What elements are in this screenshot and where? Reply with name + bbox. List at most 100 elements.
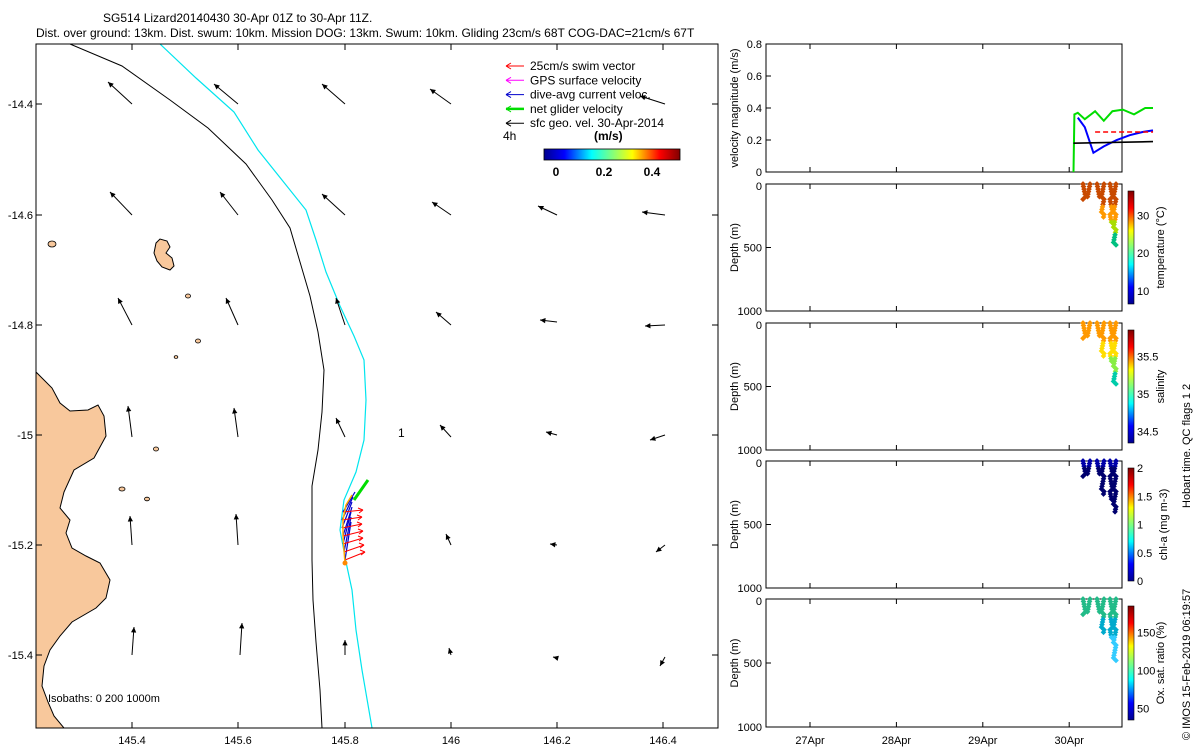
profile-point: [1084, 332, 1091, 339]
geo-arrowhead: [127, 516, 133, 522]
depth-y-tick-label: 1000: [738, 445, 762, 457]
profile-point: [1113, 657, 1119, 664]
colorbar-label: temperature (°C): [1155, 206, 1167, 288]
legend-arrowhead: [505, 91, 512, 99]
geo-arrowhead: [335, 298, 341, 304]
swim-arrowhead: [357, 535, 364, 542]
geo-arrowhead: [126, 406, 132, 412]
velocity-ylabel: velocity magnitude (m/s): [729, 48, 741, 167]
geo-arrowhead: [656, 546, 662, 552]
swim-arrowhead: [356, 521, 363, 528]
colorbar: [1127, 605, 1135, 721]
isobaths-label: Isobaths: 0 200 1000m: [48, 693, 160, 705]
velocity-y-tick-label: 0.6: [747, 71, 762, 83]
map-axis-ticks: 145.4 145.6 145.8 146 146.2 146.4 -14.4 -14.6 -1…: [8, 44, 718, 747]
profile-point: [1080, 611, 1086, 618]
swim-arrowhead: [357, 528, 364, 535]
map-x-tick-label: 146.2: [543, 735, 571, 747]
colorbar-tick-label: 20: [1137, 248, 1149, 260]
map-y-tick-label: -14.4: [8, 99, 33, 111]
panel-frame: [765, 183, 1123, 312]
velocity-series-3: [1073, 140, 1154, 144]
depth-y-tick-label: 500: [744, 382, 762, 394]
current-vector: [342, 506, 353, 537]
depth-y-tick-label: 0: [756, 596, 762, 608]
geo-arrowhead: [335, 418, 341, 424]
colorbar-unit: (m/s): [594, 129, 623, 143]
glider-track: [341, 479, 370, 566]
colorbar-tick-label: 50: [1137, 704, 1149, 716]
geo-arrowhead: [110, 192, 116, 198]
swim-vector: [341, 516, 363, 521]
panel-frame: [765, 43, 1123, 173]
depth-y-tick-label: 0: [756, 181, 762, 193]
geo-arrowhead: [546, 430, 552, 436]
velocity-y-tick-label: 0: [756, 167, 762, 179]
colorbar-tick-label: 0.5: [1137, 548, 1152, 560]
colorbar-label: chl-a (mg m-3): [1158, 489, 1170, 561]
velocity-y-tick-label: 0.2: [747, 135, 762, 147]
legend-arrowhead: [505, 119, 512, 127]
time-x-tick-label: 28Apr: [882, 735, 912, 747]
geo-arrowhead: [233, 514, 239, 520]
geo-arrowhead: [322, 84, 328, 90]
track-start-marker: [342, 560, 348, 566]
swim-vector: [343, 544, 365, 553]
swim-arrowhead: [359, 549, 366, 556]
land-islet: [153, 446, 159, 452]
geo-arrowhead: [118, 298, 123, 304]
land-islet: [47, 240, 57, 248]
geo-arrowhead: [220, 192, 226, 198]
map-panel: 145.4 145.6 145.8 146 146.2 146.4 -14.4 -14.6 -1…: [8, 43, 719, 747]
geo-arrowhead: [553, 655, 559, 661]
legend-arrowhead: [505, 76, 512, 84]
geo-arrowhead: [430, 89, 436, 95]
profile-point: [1080, 196, 1086, 203]
geo-arrowhead: [538, 205, 544, 211]
imos-note: © IMOS 15-Feb-2019 06:19:57: [1181, 589, 1193, 740]
legend-label: GPS surface velocity: [530, 73, 641, 87]
map-y-tick-label: -15: [17, 430, 33, 442]
geo-arrowhead: [239, 623, 245, 629]
swim-arrowhead: [358, 542, 365, 549]
colorbar-tick: 0.4: [644, 165, 661, 179]
colorbar-tick: 0: [553, 165, 560, 179]
geo-arrowhead: [131, 627, 137, 633]
geo-arrowhead: [550, 542, 556, 548]
legend-arrowhead: [505, 105, 512, 113]
depth-y-tick-label: 500: [744, 243, 762, 255]
land-islet: [185, 293, 191, 299]
velocity-y-tick-label: 0.4: [747, 103, 762, 115]
colorbar-tick-label: 0: [1137, 576, 1143, 588]
depth-y-tick-label: 1000: [738, 722, 762, 734]
colorbar-label: salinity: [1155, 369, 1167, 403]
title-line-1: SG514 Lizard20140430 30-Apr 01Z to 30-Ap…: [103, 11, 372, 25]
profile-point: [1084, 608, 1091, 615]
time-series-panels: 0 0.2 0.4 0.6 0.8 velocity magnitude (m/s) 0 50…: [729, 39, 1170, 747]
qc-note: Hobart time. QC flags 1 2: [1181, 384, 1193, 508]
geo-arrowhead: [214, 84, 220, 90]
current-vector: [344, 521, 352, 561]
colorbar-tick-label: 1.5: [1137, 491, 1152, 503]
swim-vector: [344, 551, 366, 561]
depth-y-tick-label: 500: [744, 658, 762, 670]
profile-point: [1100, 491, 1107, 497]
geo-arrowhead: [432, 202, 438, 208]
geo-arrowhead: [445, 534, 451, 540]
legend-label: dive-avg current veloc.: [530, 88, 651, 102]
profile-point: [1100, 353, 1107, 359]
land-islet: [118, 486, 126, 492]
swim-vector: [342, 509, 364, 513]
colorbar-tick: 0.2: [596, 165, 613, 179]
legend-arrowhead: [505, 62, 512, 70]
panel-frame: [765, 322, 1123, 451]
isobath-200m: [69, 44, 325, 728]
geo-arrowhead: [232, 408, 238, 414]
profile-point: [1080, 473, 1086, 480]
colorbar-tick-label: 34.5: [1137, 427, 1158, 439]
geo-arrowhead: [640, 95, 646, 101]
map-x-tick-label: 145.4: [118, 735, 146, 747]
panel-frame: [765, 598, 1123, 728]
panel-frame: [765, 460, 1123, 589]
geo-arrowhead: [322, 194, 328, 200]
